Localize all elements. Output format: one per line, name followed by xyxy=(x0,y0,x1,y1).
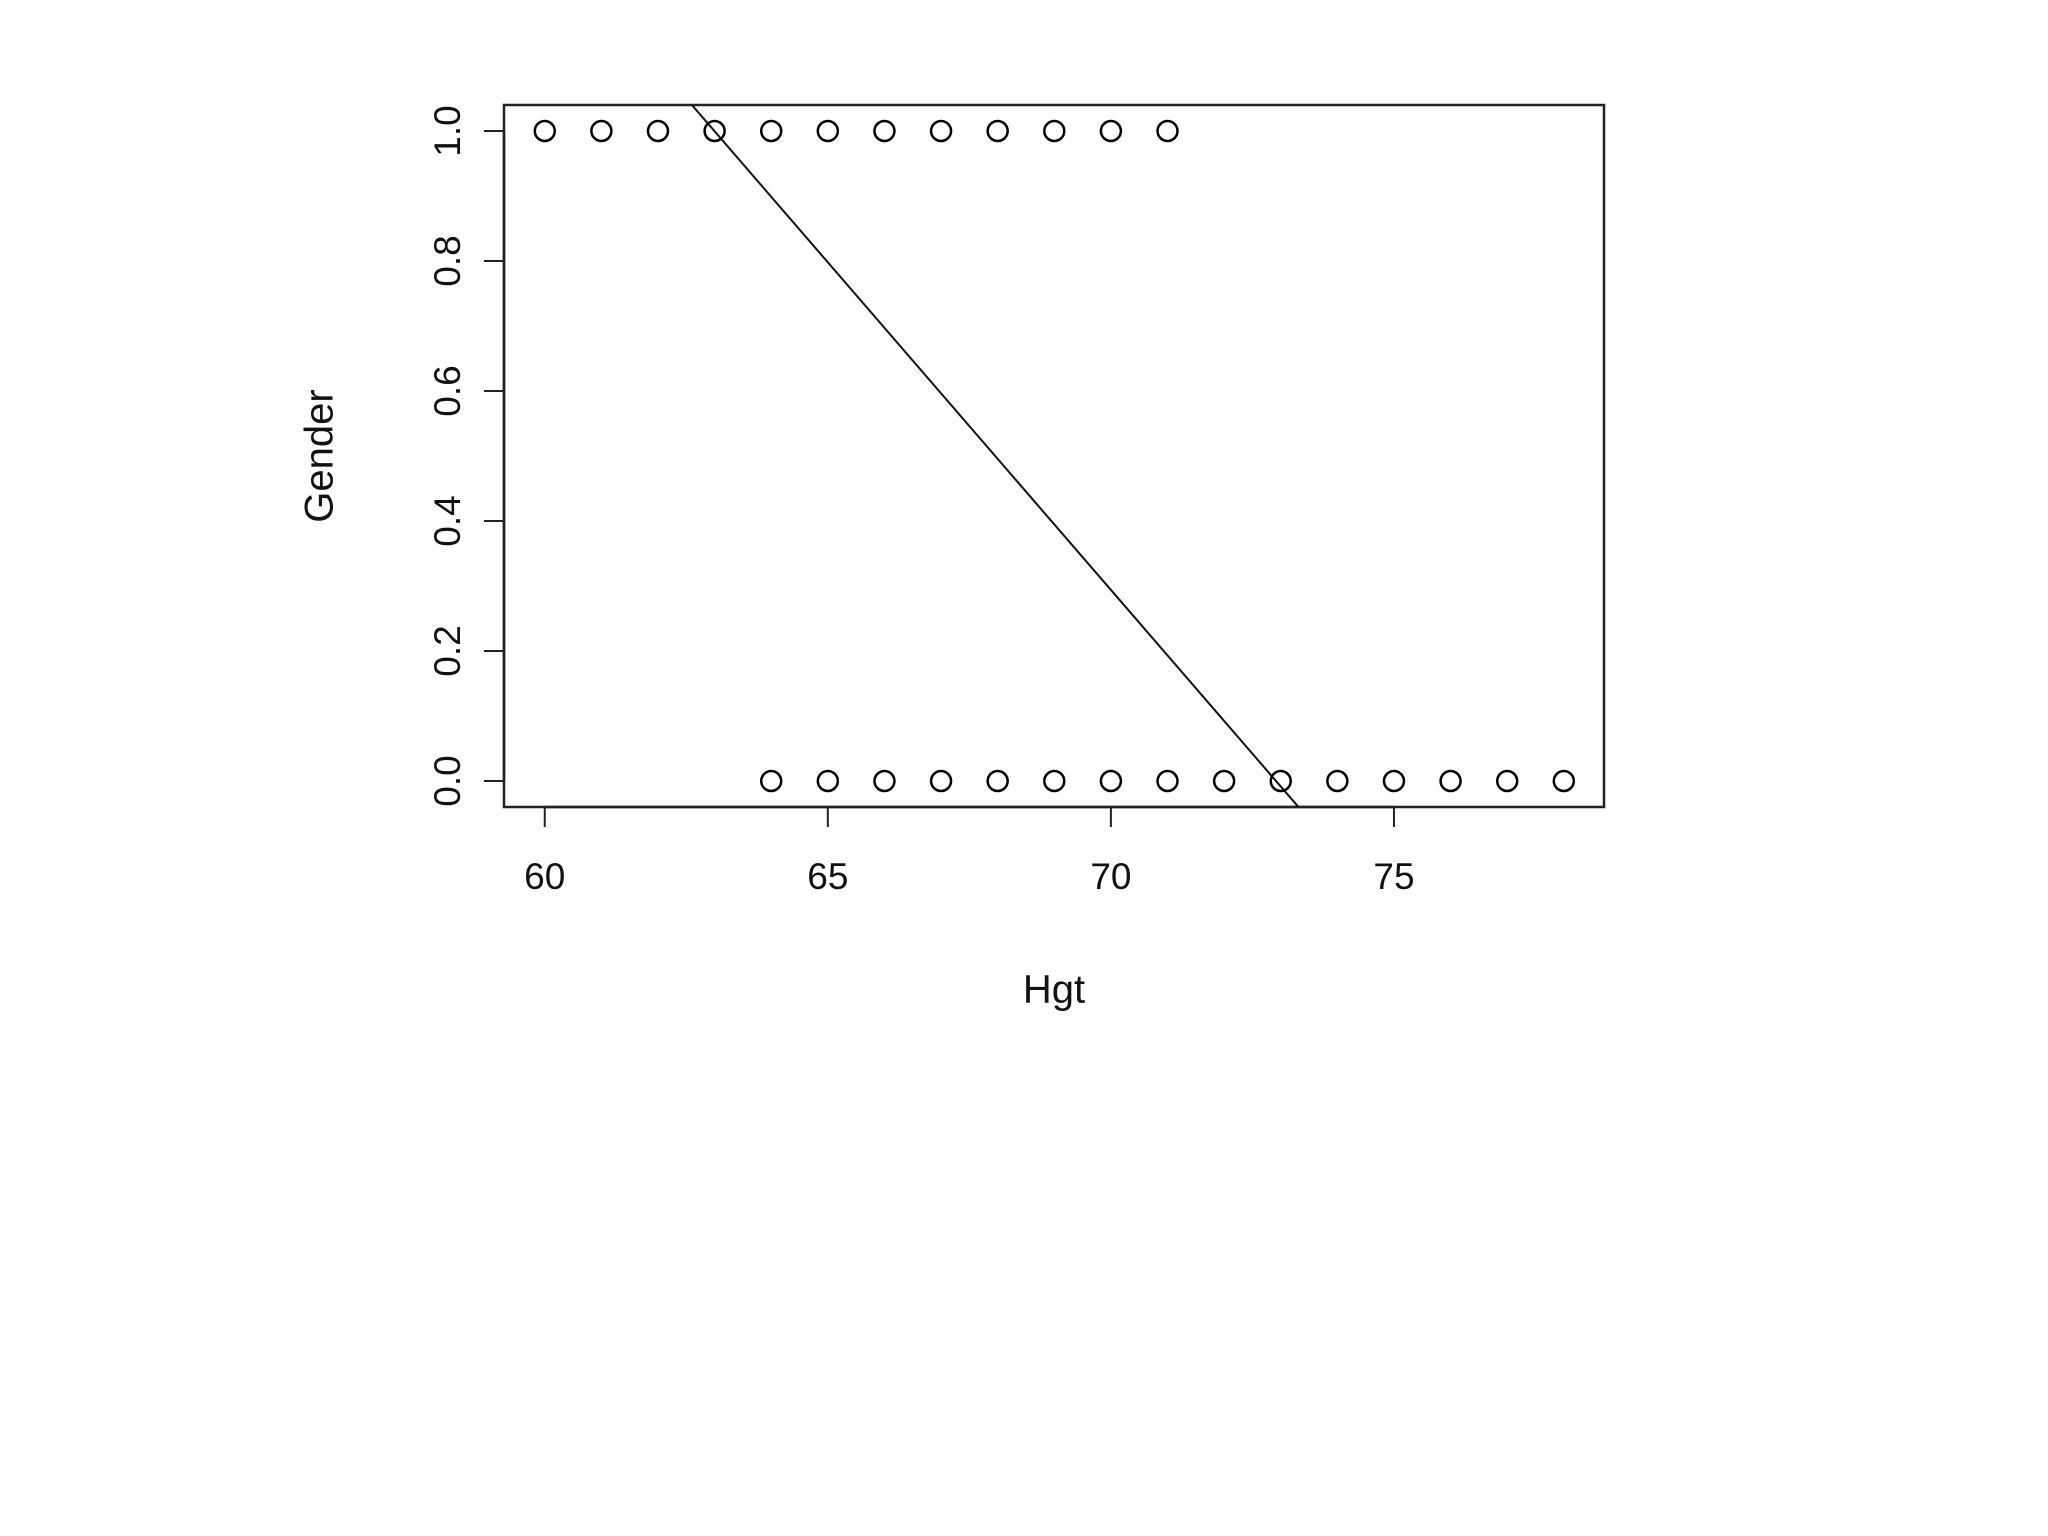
point xyxy=(590,119,613,143)
y-tick-label: 0.0 xyxy=(427,755,468,806)
point xyxy=(873,769,896,793)
x-tick-label: 65 xyxy=(807,856,848,897)
point xyxy=(1552,769,1576,793)
point xyxy=(703,119,726,143)
y-tick-label: 1.0 xyxy=(427,105,468,156)
point xyxy=(1156,119,1179,143)
x-tick-label: 60 xyxy=(524,856,565,897)
point xyxy=(1099,769,1123,793)
point xyxy=(816,119,840,143)
point xyxy=(1099,119,1123,143)
y-axis-label: Gender xyxy=(298,389,342,522)
x-axis-label: Hgt xyxy=(1023,968,1085,1012)
point xyxy=(646,119,670,143)
point xyxy=(1212,769,1236,793)
y-tick-label: 0.2 xyxy=(427,625,468,676)
point xyxy=(873,119,896,143)
y-tick-label: 0.8 xyxy=(427,235,468,286)
point xyxy=(986,119,1009,143)
point xyxy=(1043,119,1066,143)
point xyxy=(929,119,953,143)
point xyxy=(1439,769,1462,793)
plot-box xyxy=(502,103,1606,809)
point xyxy=(816,769,840,793)
point xyxy=(1382,769,1406,793)
point xyxy=(1156,769,1179,793)
x-tick-label: 75 xyxy=(1373,856,1414,897)
x-tick-label: 70 xyxy=(1090,856,1131,897)
point xyxy=(929,769,953,793)
y-tick-label: 0.4 xyxy=(427,495,468,546)
point xyxy=(1326,769,1349,793)
fit-line xyxy=(690,105,1300,807)
point xyxy=(1269,769,1292,793)
y-tick-label: 0.6 xyxy=(427,365,468,416)
point xyxy=(533,119,557,143)
point xyxy=(1043,769,1066,793)
point xyxy=(759,119,783,143)
point xyxy=(986,769,1009,793)
point xyxy=(1495,769,1519,793)
point xyxy=(759,769,783,793)
